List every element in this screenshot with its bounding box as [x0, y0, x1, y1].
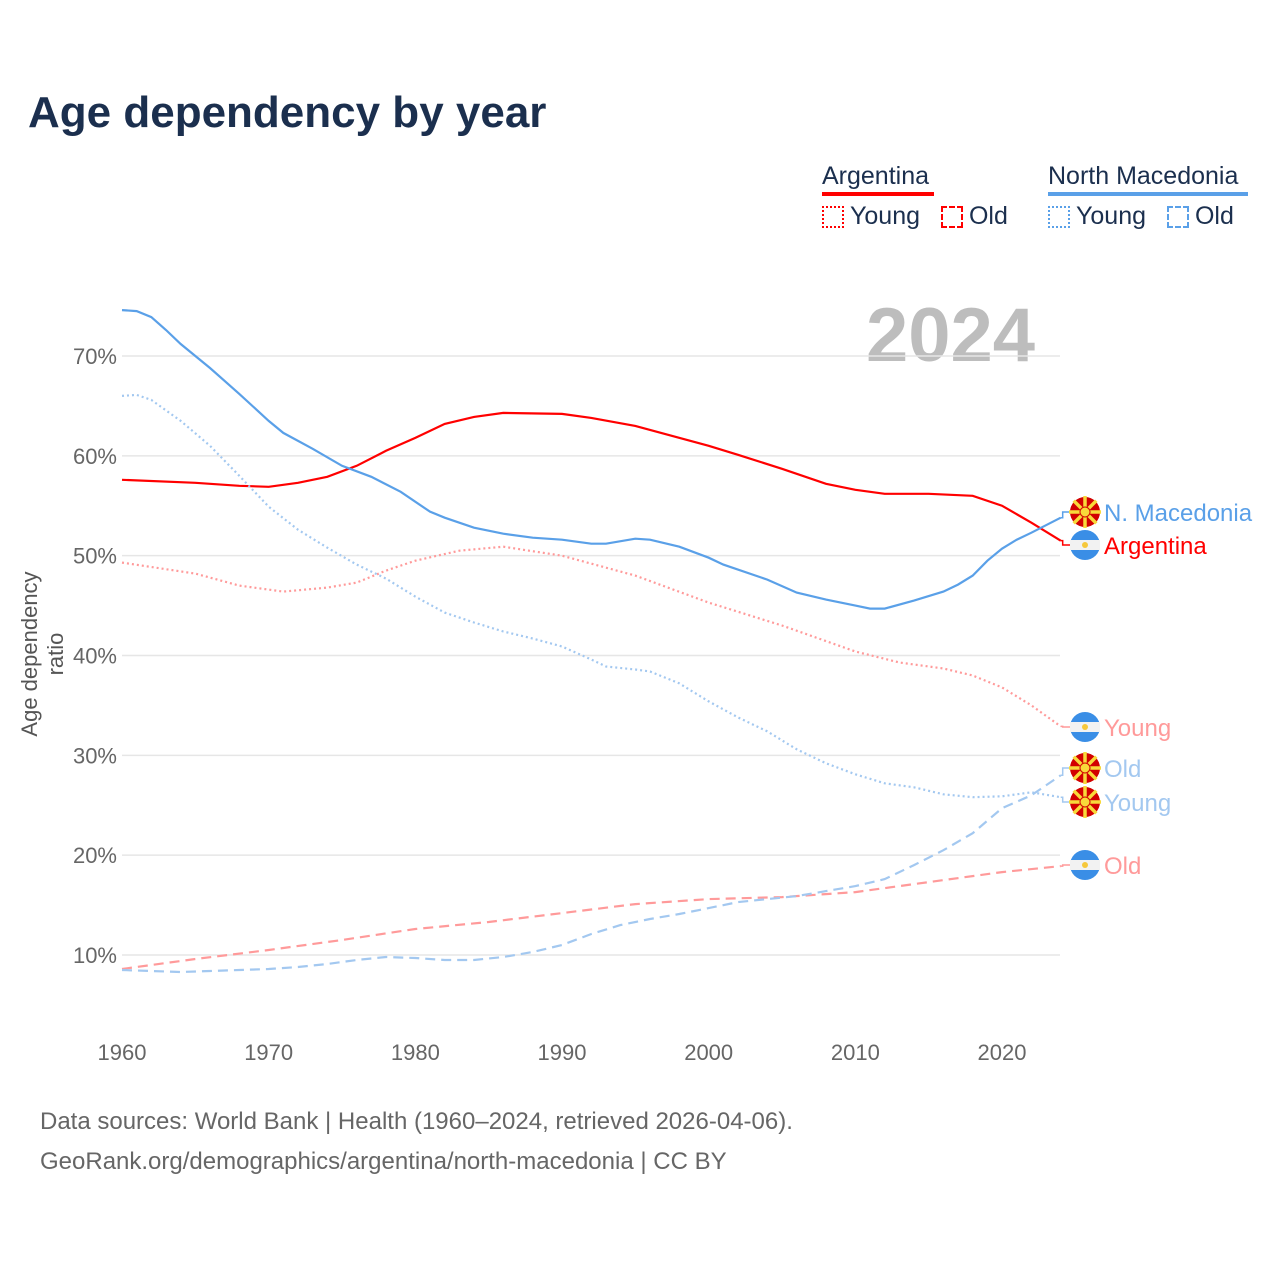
x-tick-label: 1970: [244, 1040, 293, 1065]
series-line-argentina: [121, 411, 1062, 542]
legend-item-young: Young: [1076, 202, 1146, 230]
x-tick-label: 1980: [391, 1040, 440, 1065]
dashed-swatch-icon: [1166, 206, 1189, 228]
leader-line: [1060, 725, 1072, 728]
series-end-label: Old: [1104, 756, 1141, 783]
leader-line: [1060, 539, 1072, 546]
x-tick-label: 2020: [978, 1040, 1027, 1065]
x-tick-label: 1990: [538, 1040, 587, 1065]
series-line-north-macedonia: [121, 309, 1062, 610]
legend-header-argentina: Argentina: [822, 162, 934, 196]
series-end-label: Young: [1104, 790, 1171, 817]
year-display: 2024: [866, 293, 1036, 378]
y-tick-label: 30%: [73, 743, 117, 768]
legend-item-old: Old: [1194, 202, 1234, 230]
legend-argentina: Argentina Young Old: [822, 162, 1008, 231]
series-line-north-macedonia-young: [121, 393, 1061, 799]
north-macedonia-flag-icon: [1069, 786, 1101, 818]
argentina-flag-icon: [1070, 712, 1100, 742]
footer-link[interactable]: GeoRank.org/demographics/argentina/north…: [40, 1148, 727, 1175]
legend-item-old: Old: [968, 202, 1008, 230]
leader-line: [1060, 796, 1072, 803]
leader-line: [1060, 511, 1072, 519]
chart-title: Age dependency by year: [28, 88, 547, 137]
argentina-flag-icon: [1070, 850, 1100, 880]
leader-line: [1060, 864, 1072, 867]
north-macedonia-flag-icon: [1069, 496, 1101, 528]
series-end-label: Argentina: [1104, 533, 1207, 560]
argentina-flag-icon: [1070, 530, 1100, 560]
series-line-argentina-young: [121, 545, 1062, 728]
y-tick-label: 10%: [73, 943, 117, 968]
dotted-swatch-icon: [822, 206, 844, 228]
x-tick-label: 2010: [831, 1040, 880, 1065]
y-tick-label: 50%: [73, 544, 117, 569]
north-macedonia-flag-icon: [1069, 752, 1101, 784]
series-line-north-macedonia-old: [121, 774, 1062, 974]
dotted-swatch-icon: [1048, 206, 1070, 228]
legend-item-young: Young: [850, 202, 920, 230]
y-tick-label: 60%: [73, 444, 117, 469]
series-end-label: Young: [1104, 715, 1171, 742]
y-tick-label: 20%: [73, 843, 117, 868]
legend-north-macedonia: North Macedonia Young Old: [1048, 162, 1248, 231]
series-end-label: Old: [1104, 853, 1141, 880]
series-end-label: N. Macedonia: [1104, 500, 1253, 527]
leader-line: [1060, 767, 1072, 777]
dashed-swatch-icon: [940, 206, 963, 228]
footer-source: Data sources: World Bank | Health (1960–…: [40, 1108, 793, 1135]
x-tick-label: 2000: [684, 1040, 733, 1065]
y-tick-label: 70%: [73, 344, 117, 369]
y-tick-label: 40%: [73, 643, 117, 668]
x-tick-label: 1960: [98, 1040, 147, 1065]
series-line-argentina-old: [121, 865, 1061, 971]
legend-header-north-macedonia: North Macedonia: [1048, 162, 1248, 196]
